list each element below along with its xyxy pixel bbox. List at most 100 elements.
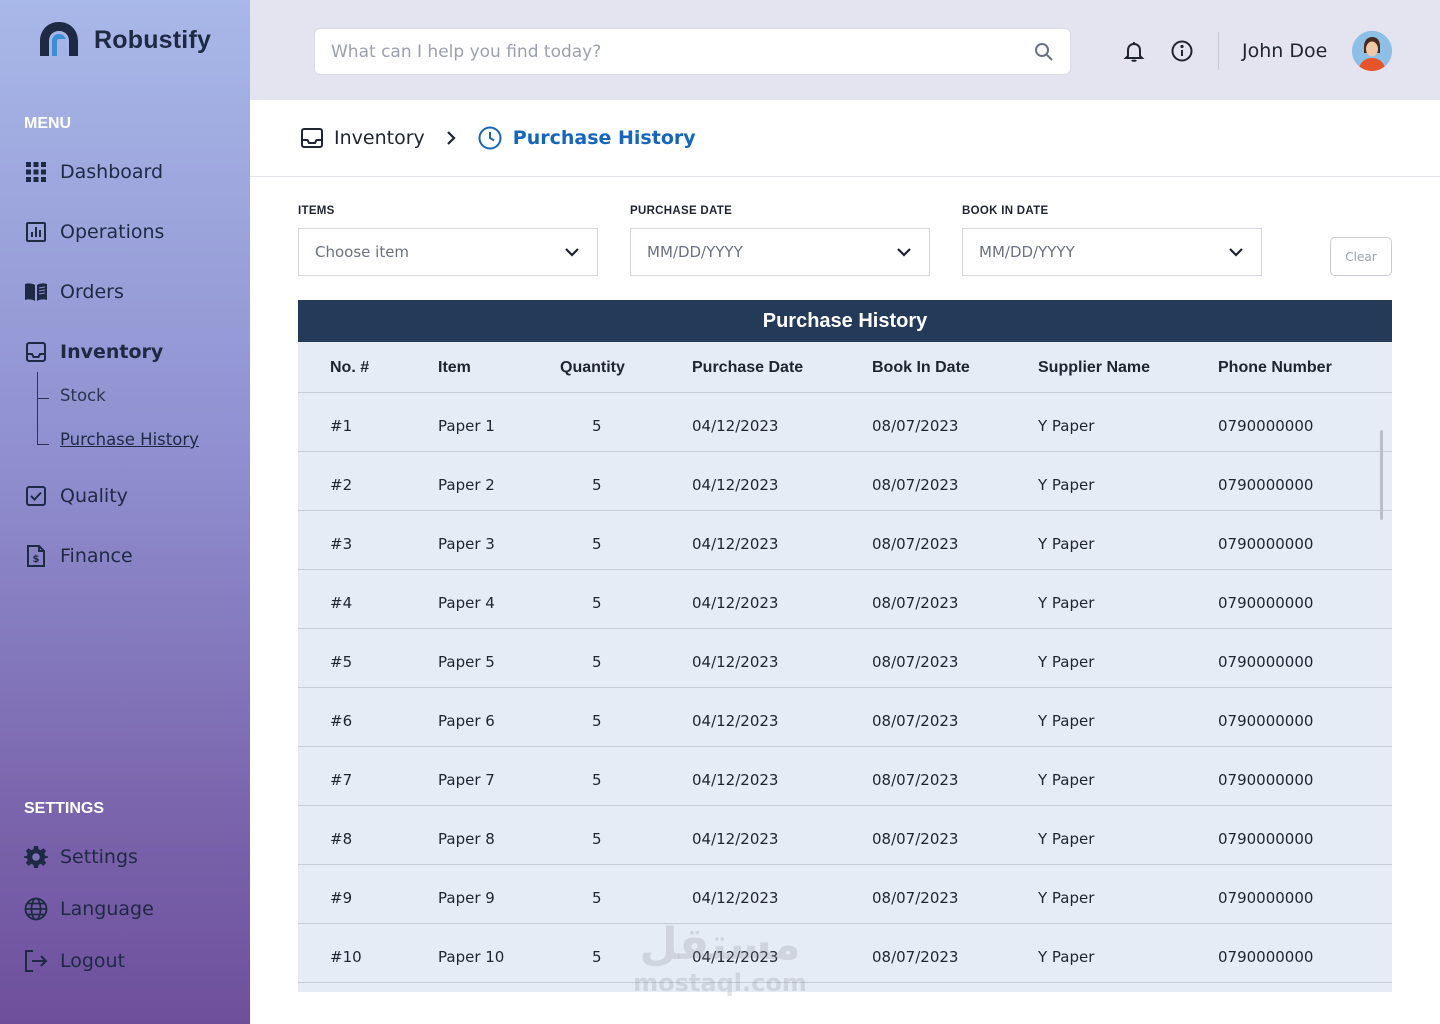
table-row[interactable]: #4 Paper 4 5 04/12/2023 08/07/2023 Y Paper 079… [298, 570, 1392, 629]
cell-item: Paper 9 [438, 889, 495, 907]
clear-button[interactable]: Clear [1330, 237, 1392, 276]
table-row[interactable]: #2 Paper 2 5 04/12/2023 08/07/2023 Y Paper 079… [298, 452, 1392, 511]
cell-purchase-date: 04/12/2023 [692, 653, 779, 671]
cell-supplier-name: Y Paper [1038, 594, 1095, 612]
cell-phone-number: 0790000000 [1218, 535, 1314, 553]
search-icon[interactable] [1034, 42, 1054, 62]
column-header-purchase-date[interactable]: Purchase Date [692, 359, 804, 376]
sidebar-item-finance[interactable]: $ Finance [24, 544, 133, 568]
cell-item: Paper 10 [438, 948, 505, 966]
cell-phone-number: 0790000000 [1218, 889, 1314, 907]
cell-no: #10 [330, 948, 362, 966]
info-icon[interactable] [1171, 40, 1193, 62]
cell-phone-number: 0790000000 [1218, 417, 1314, 435]
cell-phone-number: 0790000000 [1218, 771, 1314, 789]
cell-purchase-date: 04/12/2023 [692, 948, 779, 966]
inbox-icon [301, 128, 323, 148]
column-header-book-in-date[interactable]: Book In Date [872, 359, 970, 376]
cell-phone-number: 0790000000 [1218, 594, 1314, 612]
breadcrumb-inventory[interactable]: Inventory [334, 127, 425, 149]
robustify-logo-icon [40, 22, 78, 56]
sidebar-item-quality[interactable]: Quality [24, 484, 128, 508]
cell-supplier-name: Y Paper [1038, 889, 1095, 907]
cell-phone-number: 0790000000 [1218, 653, 1314, 671]
user-avatar-icon [1352, 31, 1392, 71]
cell-book-in-date: 08/07/2023 [872, 771, 959, 789]
cell-quantity: 5 [592, 771, 602, 789]
cell-phone-number: 0790000000 [1218, 948, 1314, 966]
cell-purchase-date: 04/12/2023 [692, 594, 779, 612]
items-filter-label: ITEMS [298, 205, 335, 217]
sidebar-item-label: Settings [60, 846, 138, 868]
chart-icon [24, 220, 48, 244]
sidebar: Robustify MENU Dashboard Operations Or [0, 0, 250, 1024]
cell-no: #8 [330, 830, 353, 848]
table-row[interactable]: #6 Paper 6 5 04/12/2023 08/07/2023 Y Paper 079… [298, 688, 1392, 747]
sidebar-item-operations[interactable]: Operations [24, 220, 164, 244]
cell-purchase-date: 04/12/2023 [692, 771, 779, 789]
cell-item: Paper 6 [438, 712, 495, 730]
column-header-quantity[interactable]: Quantity [560, 359, 625, 376]
sidebar-subitem-purchase-history[interactable]: Purchase History [60, 430, 199, 449]
cell-book-in-date: 08/07/2023 [872, 889, 959, 907]
sidebar-item-inventory[interactable]: Inventory [24, 340, 163, 364]
table-row[interactable]: #7 Paper 7 5 04/12/2023 08/07/2023 Y Paper 079… [298, 747, 1392, 806]
cell-supplier-name: Y Paper [1038, 653, 1095, 671]
cell-book-in-date: 08/07/2023 [872, 594, 959, 612]
search-bar[interactable] [314, 28, 1071, 75]
cell-item: Paper 5 [438, 653, 495, 671]
checkbox-icon [24, 484, 48, 508]
cell-item: Paper 3 [438, 535, 495, 553]
clock-icon [478, 126, 502, 150]
user-name[interactable]: John Doe [1242, 40, 1328, 62]
avatar[interactable] [1352, 31, 1392, 71]
cell-purchase-date: 04/12/2023 [692, 830, 779, 848]
sidebar-item-orders[interactable]: Orders [24, 280, 124, 304]
logout-icon [24, 949, 48, 973]
cell-item: Paper 8 [438, 830, 495, 848]
sidebar-item-language[interactable]: Language [24, 897, 154, 921]
book-in-date-filter-label: BOOK IN DATE [962, 205, 1049, 217]
cell-no: #6 [330, 712, 353, 730]
globe-icon [24, 897, 48, 921]
cell-book-in-date: 08/07/2023 [872, 653, 959, 671]
column-header-no[interactable]: No. # [330, 359, 370, 376]
table-scrollbar[interactable] [1380, 430, 1383, 520]
invoice-icon: $ [24, 544, 48, 568]
items-select-value: Choose item [315, 243, 410, 261]
table-row[interactable]: #10 Paper 10 5 04/12/2023 08/07/2023 Y Paper 0… [298, 924, 1392, 983]
brand[interactable]: Robustify [38, 20, 211, 60]
sidebar-subitem-stock[interactable]: Stock [60, 386, 106, 405]
cell-item: Paper 2 [438, 476, 495, 494]
cell-no: #2 [330, 476, 353, 494]
column-header-supplier-name[interactable]: Supplier Name [1038, 359, 1151, 376]
cell-purchase-date: 04/12/2023 [692, 476, 779, 494]
tree-branch [37, 398, 49, 399]
book-in-date-select[interactable]: MM/DD/YYYY [962, 228, 1262, 276]
sidebar-item-label: Orders [60, 281, 124, 303]
cell-phone-number: 0790000000 [1218, 830, 1314, 848]
table-row[interactable]: #1 Paper 1 5 04/12/2023 08/07/2023 Y Paper 079… [298, 393, 1392, 452]
table-row[interactable]: #3 Paper 3 5 04/12/2023 08/07/2023 Y Paper 079… [298, 511, 1392, 570]
cell-quantity: 5 [592, 476, 602, 494]
sidebar-item-logout[interactable]: Logout [24, 949, 125, 973]
table-row[interactable]: #5 Paper 5 5 04/12/2023 08/07/2023 Y Paper 079… [298, 629, 1392, 688]
settings-section-label: SETTINGS [24, 800, 105, 817]
bell-icon[interactable] [1123, 40, 1145, 62]
cell-supplier-name: Y Paper [1038, 535, 1095, 553]
cell-supplier-name: Y Paper [1038, 712, 1095, 730]
tree-branch [37, 444, 49, 445]
table-row[interactable]: #9 Paper 9 5 04/12/2023 08/07/2023 Y Paper 079… [298, 865, 1392, 924]
sidebar-item-settings[interactable]: Settings [24, 845, 138, 869]
cell-book-in-date: 08/07/2023 [872, 417, 959, 435]
column-header-item[interactable]: Item [438, 359, 471, 376]
gear-icon [24, 845, 48, 869]
purchase-date-select[interactable]: MM/DD/YYYY [630, 228, 930, 276]
cell-no: #4 [330, 594, 353, 612]
items-select[interactable]: Choose item [298, 228, 598, 276]
column-header-phone-number[interactable]: Phone Number [1218, 359, 1332, 376]
sidebar-item-label: Quality [60, 485, 128, 507]
search-input[interactable] [331, 41, 1034, 62]
table-row[interactable]: #8 Paper 8 5 04/12/2023 08/07/2023 Y Paper 079… [298, 806, 1392, 865]
sidebar-item-dashboard[interactable]: Dashboard [24, 160, 163, 184]
